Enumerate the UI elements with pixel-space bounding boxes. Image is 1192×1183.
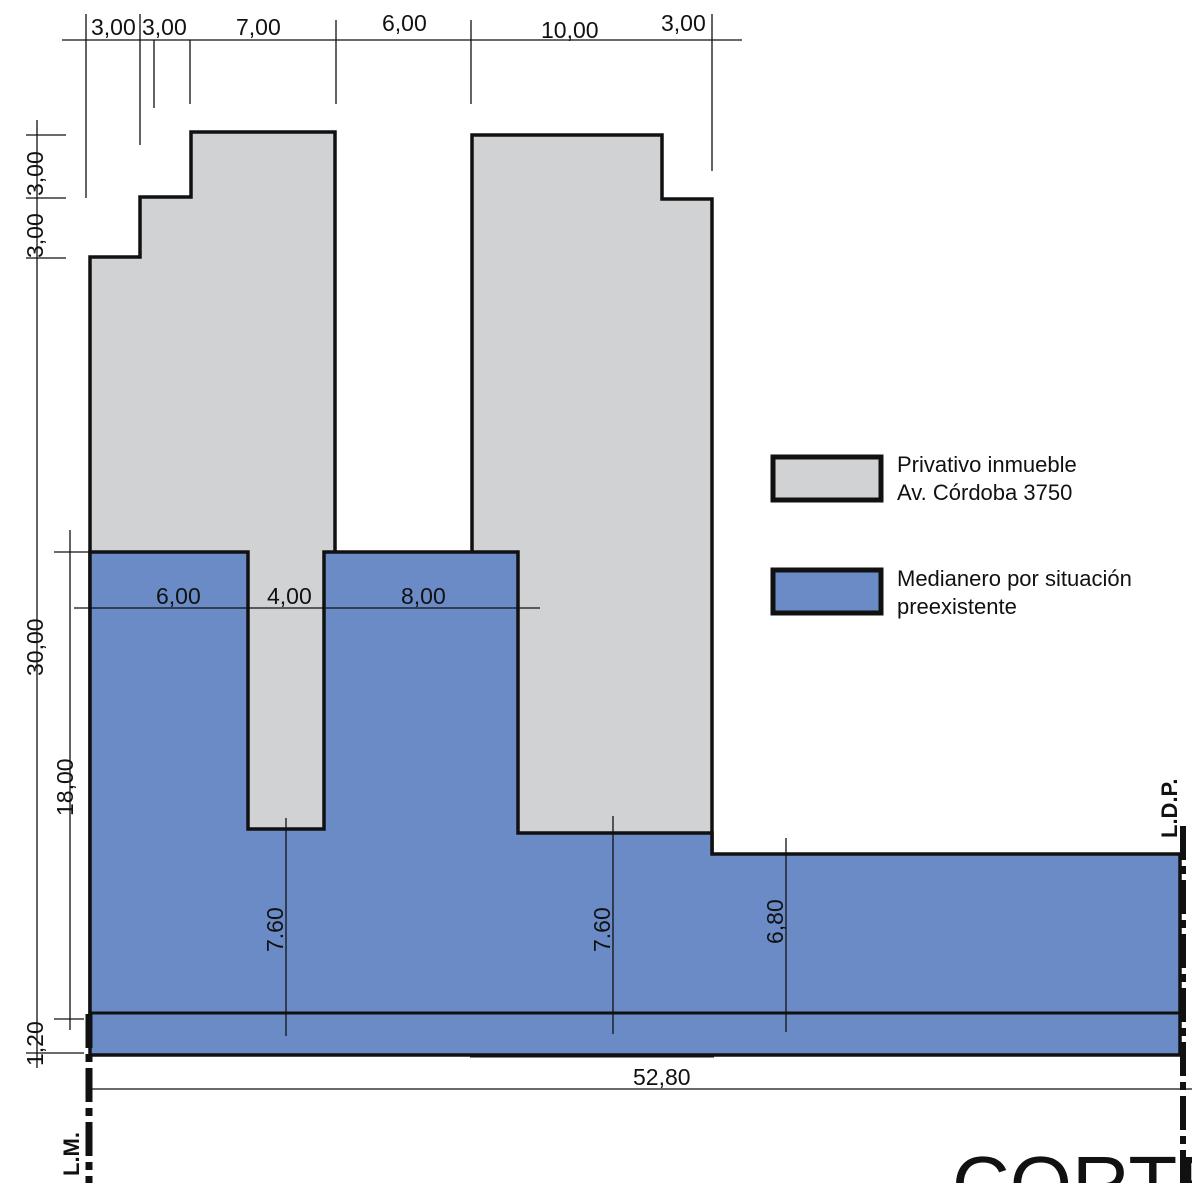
top-dim-1: 3,00: [91, 14, 136, 40]
height-dim-2: 7.60: [589, 907, 615, 952]
top-dim-6: 3,00: [661, 10, 706, 36]
left-dim-base: 1,20: [22, 1021, 48, 1066]
ldp-label: L.D.P.: [1157, 778, 1182, 838]
legend-swatch-shared: [770, 567, 884, 616]
shared-width-1: 6,00: [156, 583, 201, 609]
legend-shared-line1: Medianero por situación: [897, 566, 1132, 591]
legend-private-line2: Av. Córdoba 3750: [897, 480, 1072, 505]
legend-private-line1: Privativo inmueble: [897, 452, 1077, 477]
shared-width-2: 4,00: [267, 583, 312, 609]
height-dim-3: 6,80: [762, 899, 788, 944]
top-dim-2: 3,00: [142, 14, 187, 40]
left-dim-shared: 18,00: [52, 758, 78, 816]
left-dim-step-lower: 3,00: [22, 213, 48, 258]
top-dim-4: 6,00: [382, 10, 427, 36]
top-dim-3: 7,00: [236, 14, 281, 40]
legend-shared-line2: preexistente: [897, 594, 1017, 619]
drawing-title: CORTE: [952, 1140, 1192, 1183]
top-dimension-chain: [62, 14, 742, 198]
top-dim-5: 10,00: [541, 17, 599, 43]
height-dim-1: 7.60: [262, 907, 288, 952]
left-dim-step-upper: 3,00: [22, 151, 48, 196]
legend: Privativo inmueble Av. Córdoba 3750 Medi…: [770, 452, 1132, 619]
bottom-dim-total: 52,80: [633, 1064, 691, 1090]
lm-label: L.M.: [59, 1132, 84, 1176]
left-dimension-chain: [26, 120, 90, 1068]
legend-swatch-private: [770, 454, 884, 503]
left-dim-total: 30,00: [22, 618, 48, 676]
shared-width-3: 8,00: [401, 583, 446, 609]
